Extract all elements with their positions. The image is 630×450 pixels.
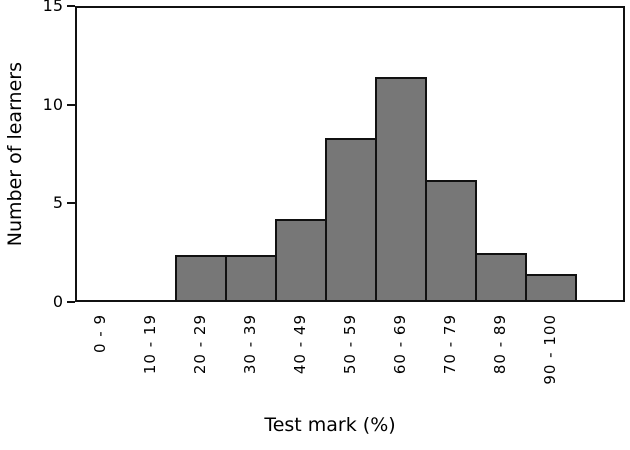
bar-30-39 — [225, 255, 277, 302]
x-tick-label-80-89: 80 - 89 — [491, 314, 509, 375]
plot-area — [75, 6, 625, 302]
x-tick-label-20-29: 20 - 29 — [191, 314, 209, 375]
x-tick-label-50-59: 50 - 59 — [341, 314, 359, 375]
x-tick-label-70-79: 70 - 79 — [441, 314, 459, 375]
y-tick-label-10: 10 — [42, 94, 63, 114]
x-tick-label-40-49: 40 - 49 — [291, 314, 309, 375]
bar-60-69 — [375, 77, 427, 302]
x-tick-label-30-39: 30 - 39 — [241, 314, 259, 375]
y-tick-mark-15 — [67, 5, 75, 7]
x-tick-label-60-69: 60 - 69 — [391, 314, 409, 375]
x-tick-label-0-9: 0 - 9 — [91, 314, 109, 354]
y-axis-title: Number of learners — [4, 61, 26, 247]
bar-40-49 — [275, 219, 327, 302]
bar-90-100 — [525, 274, 577, 302]
y-tick-label-5: 5 — [52, 193, 63, 213]
x-tick-label-10-19: 10 - 19 — [141, 314, 159, 375]
y-tick-label-0: 0 — [52, 292, 63, 311]
bars-layer — [75, 6, 625, 302]
y-tick-mark-10 — [67, 103, 75, 106]
bar-70-79 — [425, 180, 477, 302]
bar-50-59 — [325, 138, 377, 302]
x-tick-label-90-100: 90 - 100 — [541, 314, 559, 385]
y-axis-title-box: Number of learners — [2, 6, 28, 302]
y-tick-mark-0 — [67, 301, 75, 303]
x-axis-title: Test mark (%) — [264, 414, 396, 436]
y-tick-label-15: 15 — [42, 0, 63, 15]
bar-80-89 — [475, 253, 527, 302]
bar-20-29 — [175, 255, 227, 302]
y-tick-mark-5 — [67, 202, 75, 205]
